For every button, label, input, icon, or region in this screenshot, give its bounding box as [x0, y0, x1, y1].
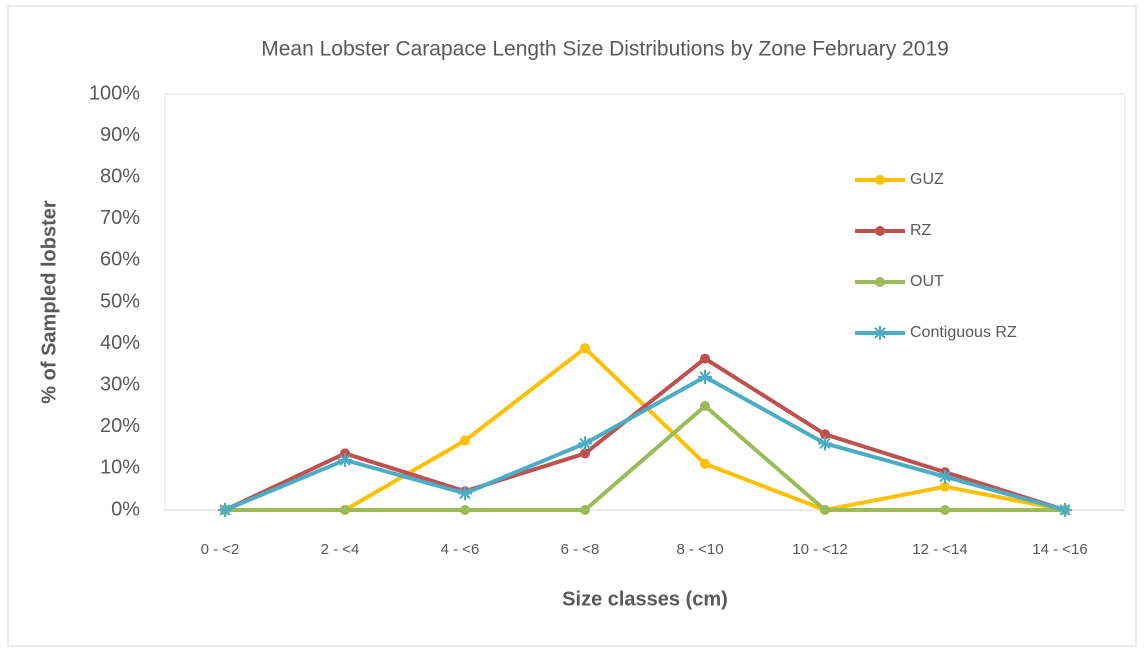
y-tick-label: 10%: [100, 457, 140, 479]
marker: [458, 486, 472, 501]
marker-stroke: [1059, 504, 1071, 516]
y-tick-label: 100%: [89, 82, 140, 104]
marker-stroke: [819, 437, 831, 450]
marker: [940, 505, 950, 515]
x-tick-label: 12 - <14: [912, 541, 967, 558]
marker: [338, 453, 352, 468]
marker: [340, 505, 350, 515]
marker: [820, 505, 830, 515]
x-axis-label: Size classes (cm): [562, 588, 728, 610]
marker-stroke: [219, 504, 231, 516]
legend-label: GUZ: [910, 171, 944, 188]
marker: [700, 458, 710, 469]
marker-stroke: [459, 487, 471, 500]
marker: [578, 436, 592, 451]
legend-label: RZ: [910, 222, 932, 239]
marker: [580, 343, 590, 354]
marker: [700, 401, 710, 411]
y-tick-label: 40%: [100, 332, 140, 354]
marker: [218, 503, 232, 517]
y-tick-label: 30%: [100, 373, 140, 395]
marker-stroke: [339, 454, 351, 466]
marker: [460, 435, 470, 446]
chart-title: Mean Lobster Carapace Length Size Distri…: [261, 38, 949, 61]
y-tick-label: 60%: [100, 249, 140, 271]
chart-border: [7, 5, 1137, 647]
y-tick-label: 0%: [111, 498, 140, 520]
y-tick-label: 50%: [100, 290, 140, 312]
marker-stroke: [699, 371, 711, 383]
y-tick-label: 70%: [100, 207, 140, 229]
marker: [580, 505, 590, 515]
marker: [873, 326, 887, 340]
y-tick-label: 20%: [100, 415, 140, 437]
marker: [938, 469, 952, 484]
x-tick-label: 0 - <2: [201, 541, 240, 558]
x-tick-label: 4 - <6: [441, 541, 480, 558]
x-tick-label: 6 - <8: [561, 541, 600, 558]
marker: [460, 505, 470, 515]
marker: [818, 436, 832, 451]
legend-label: Contiguous RZ: [910, 324, 1017, 341]
series-line: [224, 374, 1066, 512]
y-axis-label: % of Sampled lobster: [38, 200, 60, 404]
marker: [1058, 503, 1072, 517]
marker: [580, 448, 590, 459]
marker: [875, 277, 885, 287]
marker: [940, 481, 950, 492]
x-tick-label: 8 - <10: [676, 541, 723, 558]
marker-stroke: [939, 471, 951, 483]
series-line: [225, 404, 1065, 512]
y-tick-label: 80%: [100, 165, 140, 187]
marker: [875, 175, 885, 185]
series-line: [224, 356, 1066, 512]
marker: [700, 353, 710, 364]
legend-label: OUT: [910, 273, 944, 290]
x-tick-label: 10 - <12: [792, 541, 847, 558]
marker: [698, 369, 712, 384]
marker: [820, 429, 830, 440]
marker: [875, 226, 885, 236]
x-tick-label: 14 - <16: [1032, 541, 1087, 558]
marker-stroke: [579, 437, 591, 450]
y-tick-label: 90%: [100, 124, 140, 146]
marker-stroke: [874, 327, 886, 339]
x-tick-label: 2 - <4: [321, 541, 360, 558]
